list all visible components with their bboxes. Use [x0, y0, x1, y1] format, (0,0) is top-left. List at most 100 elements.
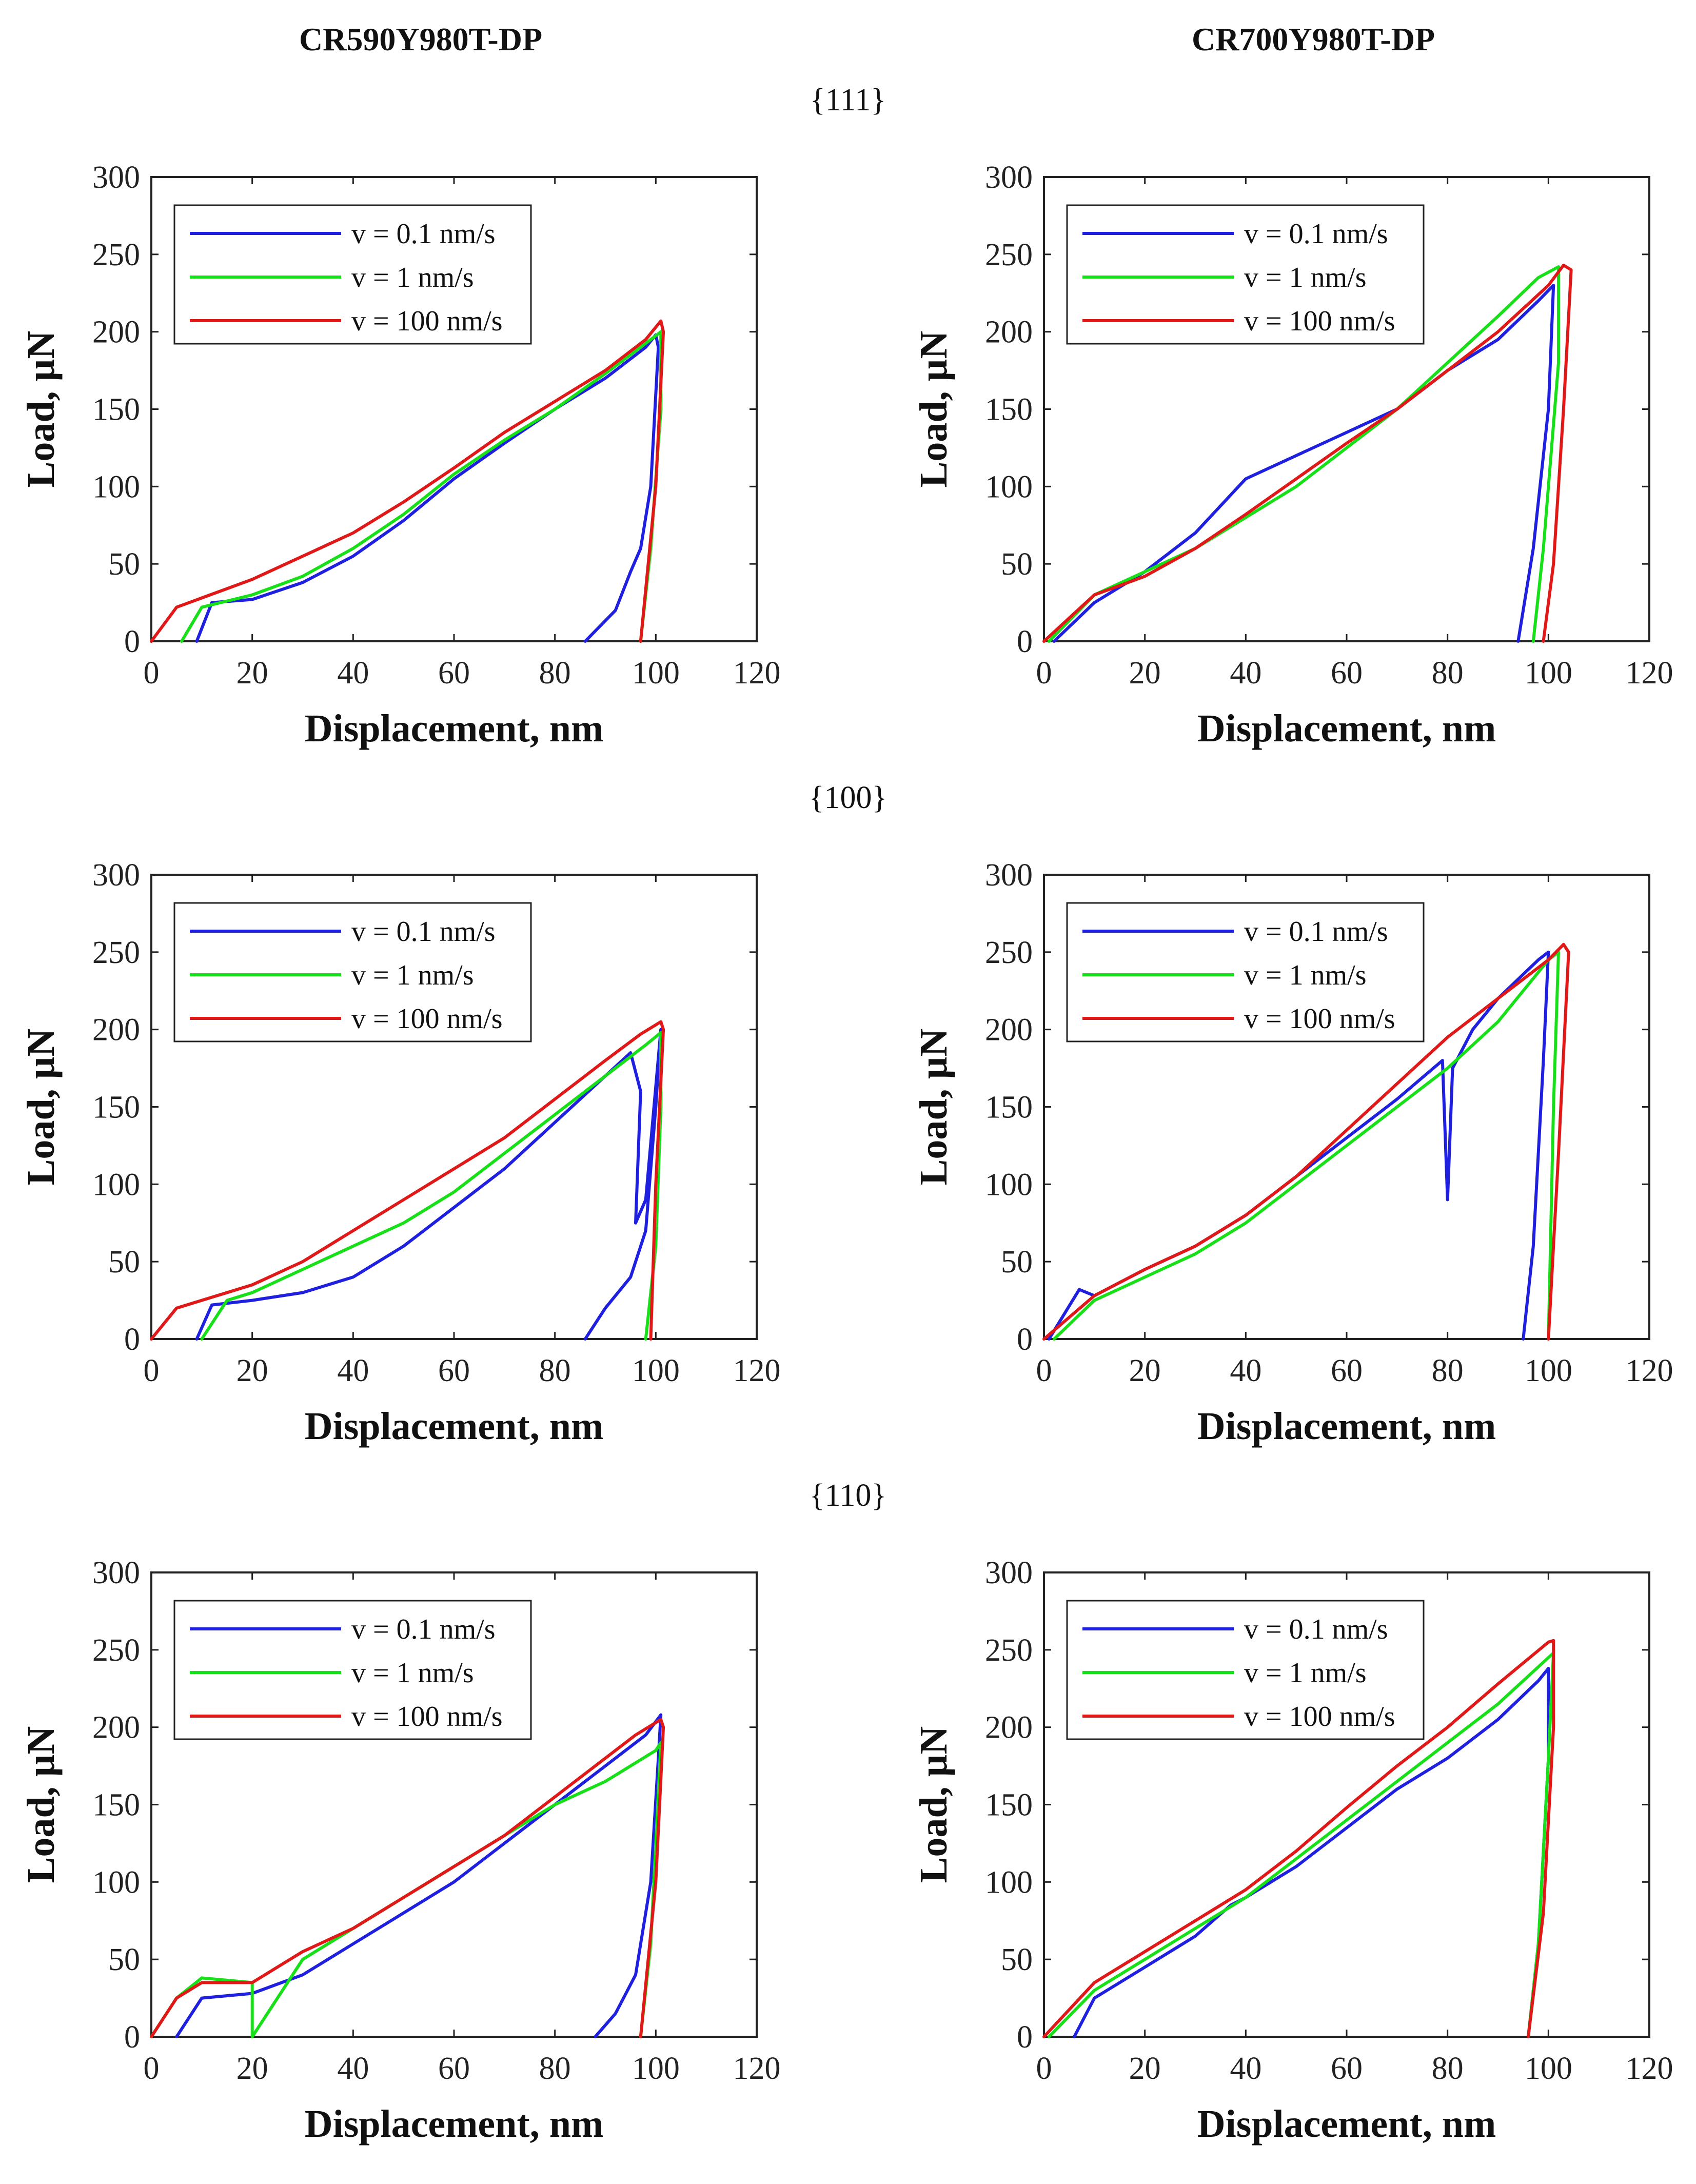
chart-3-x-tick-label: 60 — [438, 1353, 470, 1388]
chart-5-legend-label-3: v = 100 nm/s — [351, 1701, 503, 1733]
chart-1-x-tick-label: 60 — [438, 656, 470, 691]
chart-2-y-tick-label: 0 — [1017, 624, 1033, 659]
chart-4-y-tick-label: 300 — [985, 858, 1033, 893]
chart-2-y-tick-label: 300 — [985, 160, 1033, 195]
chart-4-x-tick-label: 20 — [1129, 1353, 1161, 1388]
chart-6-x-tick-label: 80 — [1432, 2051, 1464, 2086]
chart-1-x-tick-label: 20 — [236, 656, 268, 691]
chart-6-series-3-line — [1042, 1639, 1555, 2038]
chart-6-x-tick-label: 0 — [1036, 2051, 1052, 2086]
chart-2-legend-label-2: v = 1 nm/s — [1244, 262, 1367, 293]
chart-5-x-tick-label: 100 — [632, 2051, 680, 2086]
chart-5-y-tick-label: 200 — [92, 1710, 140, 1745]
chart-5-y-tick-label: 0 — [124, 2020, 140, 2055]
chart-6-y-tick-label: 200 — [985, 1710, 1033, 1745]
chart-6-series-1-line — [1073, 1667, 1550, 2038]
row-title-111: {111} — [810, 83, 886, 117]
chart-6-x-tick-label: 100 — [1525, 2051, 1572, 2086]
row-title-110: {110} — [809, 1478, 887, 1513]
chart-1-y-tick-label: 150 — [92, 392, 140, 427]
chart-3-x-tick-label: 0 — [144, 1353, 160, 1388]
chart-6-x-axis-label: Displacement, nm — [1197, 2102, 1496, 2146]
chart-4-y-tick-label: 50 — [1001, 1245, 1033, 1280]
chart-6-legend-label-1: v = 0.1 nm/s — [1244, 1614, 1388, 1645]
chart-3-y-tick-label: 150 — [92, 1090, 140, 1125]
chart-1-y-tick-label: 250 — [92, 238, 140, 272]
chart-3-legend-label-2: v = 1 nm/s — [351, 959, 474, 991]
chart-2-x-tick-label: 120 — [1626, 656, 1673, 691]
chart-3-x-tick-label: 80 — [539, 1353, 571, 1388]
chart-2-legend-label-3: v = 100 nm/s — [1244, 305, 1395, 337]
chart-5-y-tick-label: 50 — [108, 1942, 140, 1977]
chart-3-legend-label-3: v = 100 nm/s — [351, 1003, 503, 1035]
chart-2-y-tick-label: 150 — [985, 392, 1033, 427]
chart-6-x-tick-label: 60 — [1331, 2051, 1363, 2086]
chart-1-x-tick-label: 100 — [632, 656, 680, 691]
chart-1-x-axis-label: Displacement, nm — [305, 707, 604, 750]
chart-1-y-tick-label: 0 — [124, 624, 140, 659]
chart-2-x-tick-label: 100 — [1525, 656, 1572, 691]
chart-4-x-tick-label: 100 — [1525, 1353, 1572, 1388]
chart-4-x-tick-label: 40 — [1230, 1353, 1261, 1388]
chart-4-legend-label-3: v = 100 nm/s — [1244, 1003, 1395, 1035]
chart-3-x-tick-label: 20 — [236, 1353, 268, 1388]
chart-5-y-axis-label: Load, µN — [19, 1726, 63, 1883]
chart-4-y-tick-label: 150 — [985, 1090, 1033, 1125]
chart-1-y-tick-label: 100 — [92, 469, 140, 504]
chart-5-y-tick-label: 100 — [92, 1865, 140, 1900]
chart-5-y-tick-label: 150 — [92, 1788, 140, 1823]
chart-4-x-tick-label: 80 — [1432, 1353, 1464, 1388]
chart-6-x-tick-label: 40 — [1230, 2051, 1261, 2086]
chart-6-y-tick-label: 100 — [985, 1865, 1033, 1900]
chart-3-x-axis-label: Displacement, nm — [305, 1405, 604, 1448]
chart-5-series-3-line — [150, 1718, 665, 2038]
chart-2-y-tick-label: 100 — [985, 469, 1033, 504]
chart-4-x-tick-label: 60 — [1331, 1353, 1363, 1388]
chart-1-legend-label-1: v = 0.1 nm/s — [351, 218, 496, 250]
chart-3-series-3-line — [150, 1020, 665, 1341]
chart-2-x-axis-label: Displacement, nm — [1197, 707, 1496, 750]
chart-5-x-tick-label: 20 — [236, 2051, 268, 2086]
chart-4-y-tick-label: 250 — [985, 935, 1033, 970]
chart-1-x-tick-label: 80 — [539, 656, 571, 691]
chart-1-y-axis-label: Load, µN — [19, 331, 63, 488]
chart-6-x-tick-label: 120 — [1626, 2051, 1673, 2086]
chart-1-legend-label-3: v = 100 nm/s — [351, 305, 503, 337]
chart-6-y-tick-label: 300 — [985, 1556, 1033, 1590]
chart-6-y-axis-label: Load, µN — [912, 1726, 955, 1883]
row-title-100: {100} — [808, 780, 888, 815]
chart-2-y-axis-label: Load, µN — [912, 331, 955, 488]
chart-5-legend-label-1: v = 0.1 nm/s — [351, 1614, 496, 1645]
chart-3-y-tick-label: 250 — [92, 935, 140, 970]
chart-1-y-tick-label: 50 — [108, 547, 140, 582]
chart-1-legend-label-2: v = 1 nm/s — [351, 262, 474, 293]
chart-3-legend-label-1: v = 0.1 nm/s — [351, 916, 496, 948]
chart-1-x-tick-label: 40 — [337, 656, 369, 691]
column-title-left: CR590Y980T-DP — [299, 21, 543, 57]
chart-1-series-3-line — [150, 319, 665, 643]
chart-4-legend-label-1: v = 0.1 nm/s — [1244, 916, 1388, 948]
chart-6-x-tick-label: 20 — [1129, 2051, 1161, 2086]
chart-4-x-tick-label: 120 — [1626, 1353, 1673, 1388]
chart-2-y-tick-label: 200 — [985, 315, 1033, 350]
chart-1-x-tick-label: 120 — [733, 656, 781, 691]
chart-5-x-tick-label: 80 — [539, 2051, 571, 2086]
chart-3-y-tick-label: 300 — [92, 858, 140, 893]
chart-6-legend-label-3: v = 100 nm/s — [1244, 1701, 1395, 1733]
chart-5-x-axis-label: Displacement, nm — [305, 2102, 604, 2146]
chart-5-y-tick-label: 250 — [92, 1633, 140, 1668]
chart-4-legend-label-2: v = 1 nm/s — [1244, 959, 1367, 991]
chart-2-x-tick-label: 80 — [1432, 656, 1464, 691]
chart-3-y-tick-label: 50 — [108, 1245, 140, 1280]
chart-4-y-tick-label: 0 — [1017, 1322, 1033, 1357]
column-title-right: CR700Y980T-DP — [1191, 21, 1435, 57]
chart-4-y-tick-label: 200 — [985, 1013, 1033, 1048]
chart-4-series-3-line — [1042, 942, 1570, 1341]
chart-3-y-axis-label: Load, µN — [19, 1029, 63, 1186]
chart-6-series-2-line — [1047, 1651, 1555, 2038]
chart-3-y-tick-label: 200 — [92, 1013, 140, 1048]
chart-2-x-tick-label: 0 — [1036, 656, 1052, 691]
chart-4-x-axis-label: Displacement, nm — [1197, 1405, 1496, 1448]
chart-5-legend-label-2: v = 1 nm/s — [351, 1657, 474, 1689]
